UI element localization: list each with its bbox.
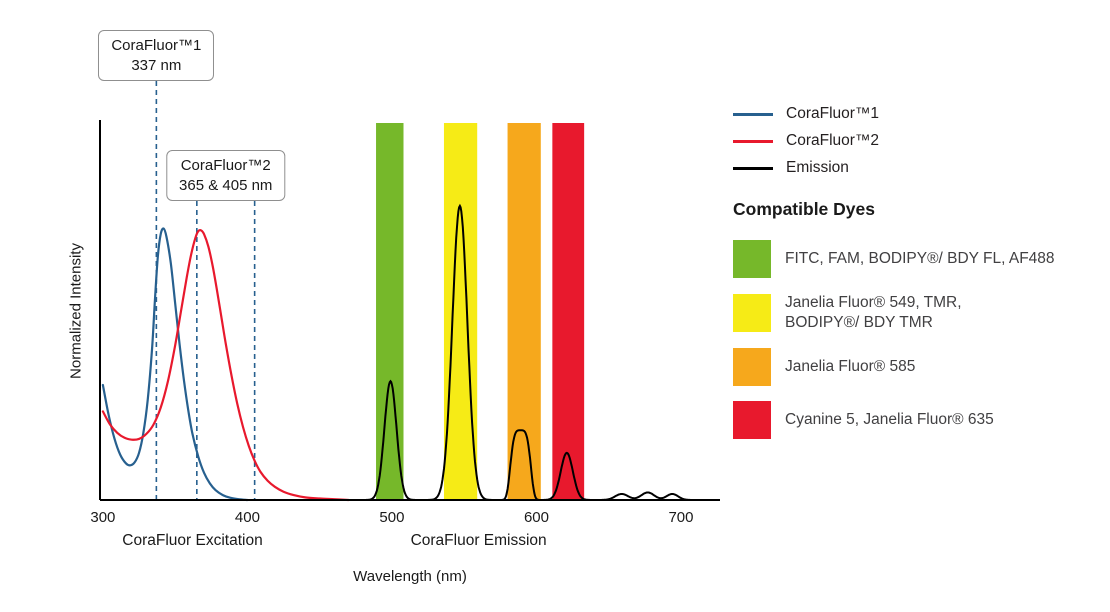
x-axis-title: Wavelength (nm) <box>353 568 467 585</box>
dye-item-label: Cyanine 5, Janelia Fluor® 635 <box>785 411 994 429</box>
green-dye-swatch <box>733 240 771 278</box>
dye-item-label: FITC, FAM, BODIPY®/ BDY FL, AF488 <box>785 249 1055 267</box>
dye-item-yellow: Janelia Fluor® 549, TMR, BODIPY®/ BDY TM… <box>733 293 1105 333</box>
red-dye-swatch <box>733 401 771 440</box>
corafluor1-line-swatch <box>733 112 773 116</box>
filter-band-green <box>376 123 404 500</box>
callout-corafluor2-wavelength: 365 & 405 nm <box>179 176 273 194</box>
dye-item-orange: Janelia Fluor® 585 <box>733 348 1105 387</box>
legend-item-emission: Emission <box>733 159 1105 177</box>
axis-section-label-corafluor-excitation: CoraFluor Excitation <box>122 532 262 549</box>
legend-item-corafluor1: CoraFluor™1 <box>733 105 1105 123</box>
callout-corafluor2-excitation: CoraFluor™2 365 & 405 nm <box>166 150 286 201</box>
y-axis-label: Normalized Intensity <box>67 243 85 379</box>
legend-item-label: CoraFluor™2 <box>786 132 880 149</box>
legend-panel: CoraFluor™1 CoraFluor™2 Emission Compati… <box>733 105 1105 454</box>
corafluor2-line-swatch <box>733 139 773 143</box>
dye-item-green: FITC, FAM, BODIPY®/ BDY FL, AF488 <box>733 240 1105 278</box>
x-tick-label-700: 700 <box>668 509 693 526</box>
x-tick-label-600: 600 <box>524 509 549 526</box>
callout-corafluor2-title: CoraFluor™2 <box>180 157 271 174</box>
series-curve-corafluor-2 <box>101 229 350 502</box>
dye-item-label: Janelia Fluor® 549, TMR, BODIPY®/ BDY TM… <box>785 294 962 332</box>
dye-item-label: Janelia Fluor® 585 <box>785 358 916 376</box>
x-tick-label-400: 400 <box>235 509 260 526</box>
callout-corafluor1-title: CoraFluor™1 <box>111 37 202 54</box>
emission-line-swatch <box>733 166 773 170</box>
filter-band-yellow <box>443 123 478 500</box>
compatible-dyes-heading: Compatible Dyes <box>733 199 875 219</box>
dye-item-red: Cyanine 5, Janelia Fluor® 635 <box>733 401 1105 440</box>
axis-section-label-corafluor-emission: CoraFluor Emission <box>411 532 547 549</box>
series-curve-emission <box>348 203 693 501</box>
filter-band-red <box>552 123 585 500</box>
yellow-dye-swatch <box>733 294 771 333</box>
callout-corafluor1-wavelength: 337 nm <box>131 56 182 74</box>
callout-corafluor1-excitation: CoraFluor™1 337 nm <box>98 30 215 81</box>
x-tick-label-500: 500 <box>379 509 404 526</box>
legend-item-corafluor2: CoraFluor™2 <box>733 132 1105 150</box>
x-tick-label-300: 300 <box>90 509 115 526</box>
series-legend: CoraFluor™1 CoraFluor™2 Emission <box>733 105 1105 177</box>
legend-item-label: CoraFluor™1 <box>786 105 880 122</box>
legend-item-label: Emission <box>786 159 849 176</box>
series-curve-corafluor-1 <box>101 227 249 502</box>
filter-band-orange <box>507 123 541 500</box>
orange-dye-swatch <box>733 348 771 387</box>
